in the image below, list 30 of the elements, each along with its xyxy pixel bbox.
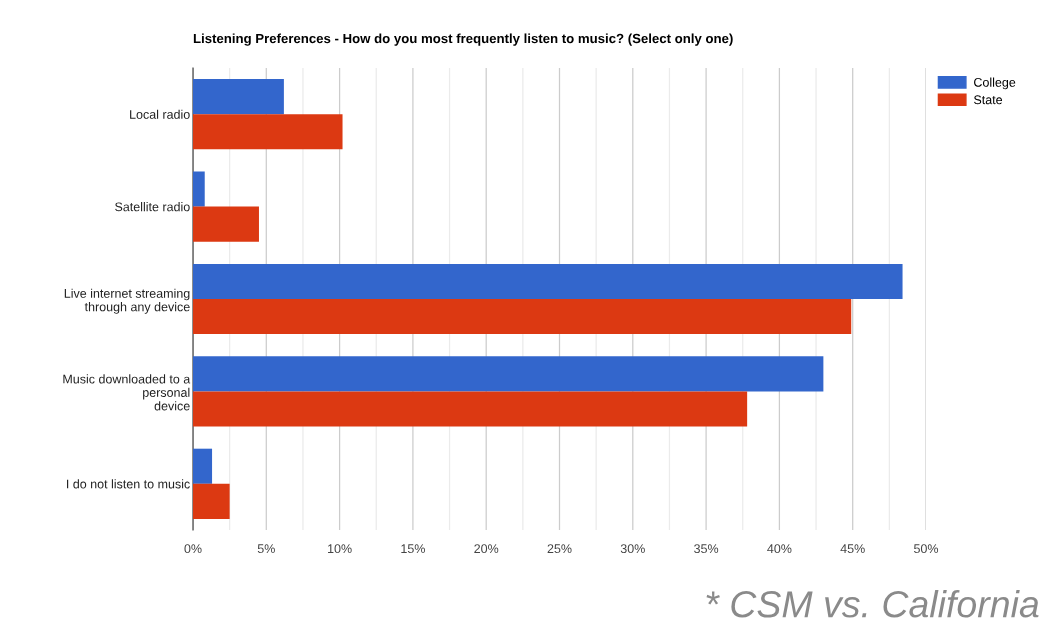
x-tick-label: 30% [620,544,645,554]
y-tick-label: Local radio [130,109,190,119]
y-tick-label: I do not listen to music [67,479,190,489]
x-tick-label: 40% [767,544,792,554]
legend-label: College [974,77,1016,90]
bar [193,356,824,392]
y-tick-label: Satellite radio [115,202,190,212]
chart-title: Listening Preferences - How do you most frequently listen to music? (Select only one) [193,33,733,46]
x-tick-label: 5% [257,544,275,554]
x-tick-label: 50% [913,544,939,554]
x-tick-label: 10% [328,544,352,554]
legend-label: State [973,95,1003,105]
y-tick-label: Music downloaded to a personal device [63,374,191,411]
bar [193,206,259,242]
x-tick-label: 15% [401,544,425,554]
bar [193,391,748,427]
bar [193,114,343,150]
text: * CSM vs. California [706,590,1039,618]
bar [193,263,903,299]
bar [193,299,852,335]
x-tick-label: 45% [840,544,865,554]
bar [193,171,205,207]
x-tick-label: 25% [547,544,572,554]
bar [193,483,230,519]
x-tick-label: 20% [474,544,499,554]
y-tick-label: Live internet streaming through any device [64,288,190,314]
x-tick-label: 35% [694,544,719,554]
x-tick-label: 0% [184,544,202,554]
bar [193,79,284,115]
bar [193,448,213,484]
